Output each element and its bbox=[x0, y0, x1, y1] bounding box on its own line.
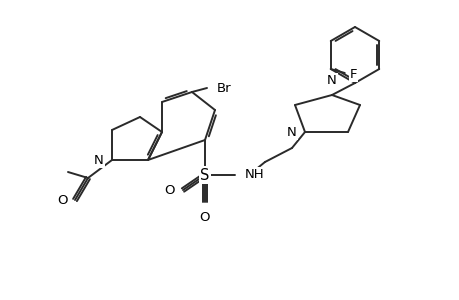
Text: F: F bbox=[349, 68, 357, 80]
Text: O: O bbox=[164, 184, 174, 196]
Text: NH: NH bbox=[245, 169, 264, 182]
Text: S: S bbox=[200, 167, 209, 182]
Text: N: N bbox=[286, 125, 297, 139]
Text: O: O bbox=[57, 194, 68, 206]
Text: N: N bbox=[326, 74, 336, 87]
Text: O: O bbox=[199, 211, 210, 224]
Text: Br: Br bbox=[217, 82, 231, 94]
Text: N: N bbox=[94, 154, 104, 166]
